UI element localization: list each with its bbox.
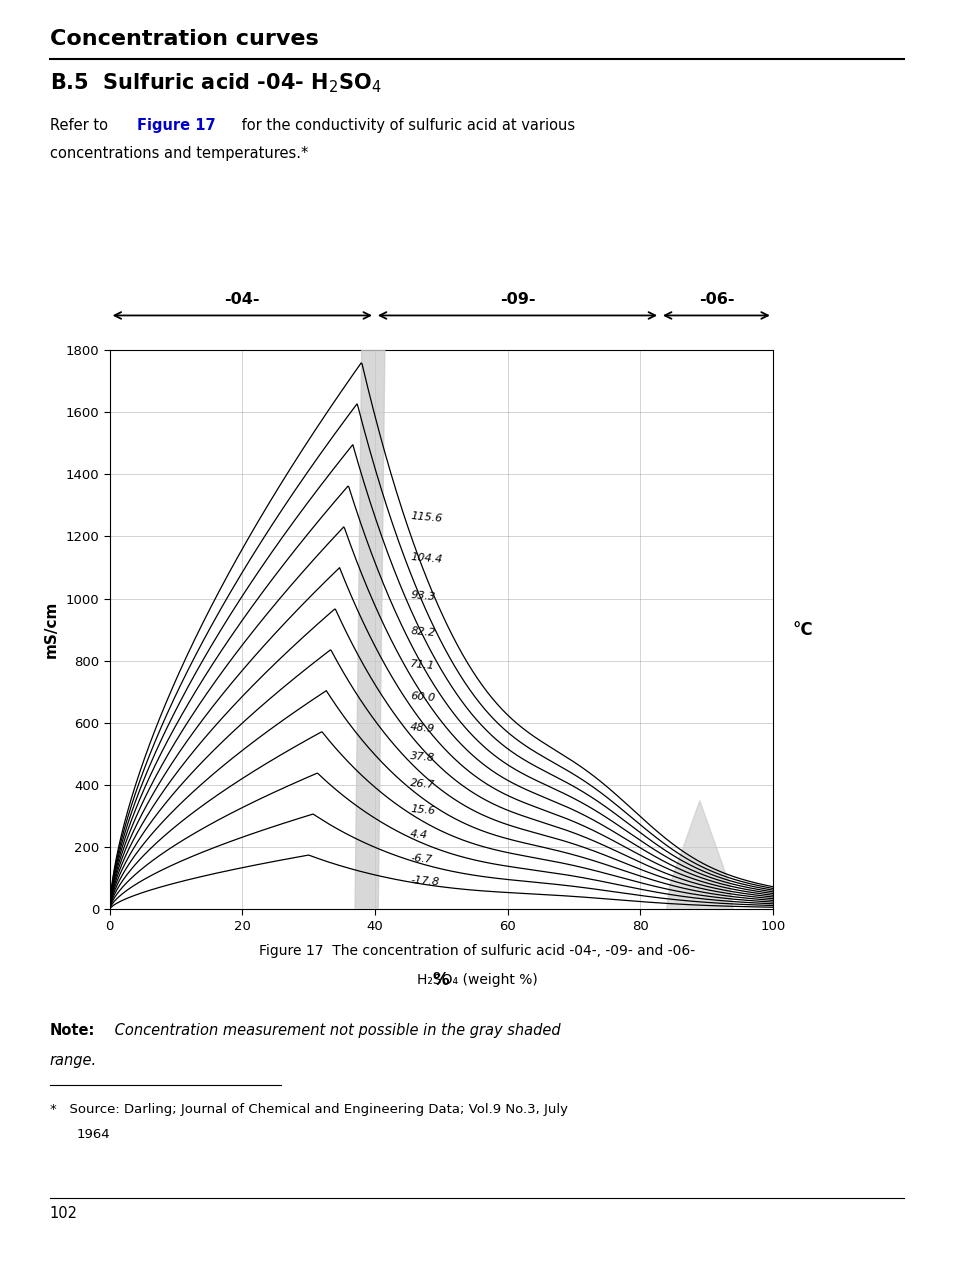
Text: 4.4: 4.4 bbox=[410, 829, 428, 841]
Text: B.5  Sulfuric acid -04- H$_2$SO$_4$: B.5 Sulfuric acid -04- H$_2$SO$_4$ bbox=[50, 71, 380, 95]
Polygon shape bbox=[666, 800, 732, 909]
Polygon shape bbox=[355, 350, 384, 909]
Text: -04-: -04- bbox=[224, 291, 260, 307]
Text: Figure 17  The concentration of sulfuric acid -04-, -09- and -06-: Figure 17 The concentration of sulfuric … bbox=[258, 944, 695, 958]
Text: 37.8: 37.8 bbox=[410, 750, 436, 763]
Text: 26.7: 26.7 bbox=[410, 778, 436, 790]
Text: 15.6: 15.6 bbox=[410, 804, 436, 817]
Text: -17.8: -17.8 bbox=[410, 875, 439, 888]
Text: 60.0: 60.0 bbox=[410, 692, 436, 703]
Text: 1964: 1964 bbox=[76, 1128, 110, 1141]
Text: Refer to: Refer to bbox=[50, 118, 112, 134]
Text: 104.4: 104.4 bbox=[410, 552, 442, 565]
Text: 82.2: 82.2 bbox=[410, 626, 436, 637]
Text: -09-: -09- bbox=[499, 291, 535, 307]
Text: Concentration measurement not possible in the gray shaded: Concentration measurement not possible i… bbox=[110, 1023, 559, 1038]
Text: 115.6: 115.6 bbox=[410, 511, 442, 524]
Text: range.: range. bbox=[50, 1053, 96, 1068]
Text: H₂SO₄ (weight %): H₂SO₄ (weight %) bbox=[416, 973, 537, 987]
Text: concentrations and temperatures.*: concentrations and temperatures.* bbox=[50, 146, 308, 162]
Text: 93.3: 93.3 bbox=[410, 590, 436, 602]
Text: 71.1: 71.1 bbox=[410, 659, 436, 672]
Text: -6.7: -6.7 bbox=[410, 852, 432, 865]
Y-axis label: mS/cm: mS/cm bbox=[44, 600, 58, 659]
Text: for the conductivity of sulfuric acid at various: for the conductivity of sulfuric acid at… bbox=[236, 118, 574, 134]
Text: 102: 102 bbox=[50, 1206, 77, 1221]
Text: Note:: Note: bbox=[50, 1023, 95, 1038]
Text: °C: °C bbox=[792, 621, 812, 639]
Text: *   Source: Darling; Journal of Chemical and Engineering Data; Vol.9 No.3, July: * Source: Darling; Journal of Chemical a… bbox=[50, 1103, 567, 1116]
Text: 48.9: 48.9 bbox=[410, 721, 436, 734]
Text: Figure 17: Figure 17 bbox=[137, 118, 215, 134]
Text: -06-: -06- bbox=[698, 291, 734, 307]
Text: Concentration curves: Concentration curves bbox=[50, 29, 318, 50]
Text: %: % bbox=[433, 971, 449, 988]
